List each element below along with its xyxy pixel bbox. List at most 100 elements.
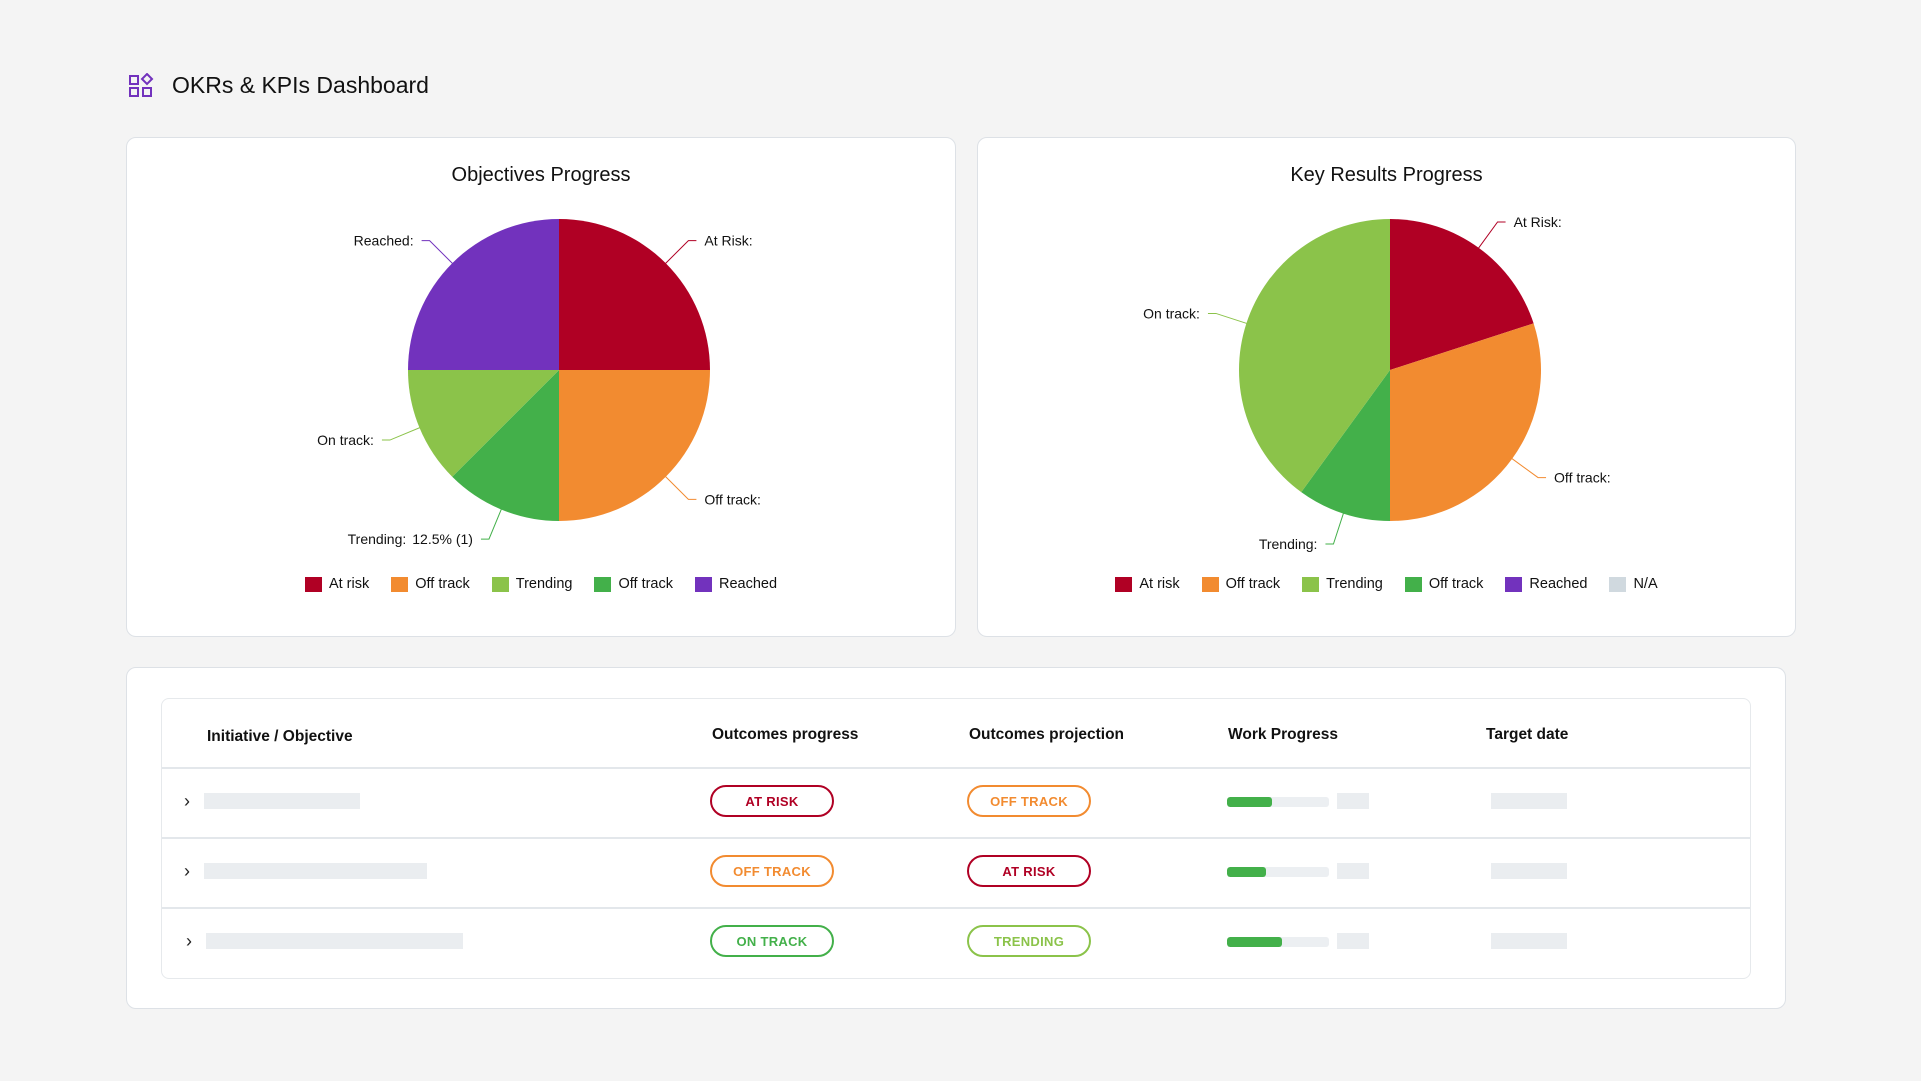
work-progress-fill <box>1227 867 1266 877</box>
legend-item[interactable]: Trending <box>1302 576 1383 592</box>
slice-label-name: Trending: <box>1259 536 1318 552</box>
column-header-initiative[interactable]: Initiative / Objective <box>207 728 353 745</box>
pie-slice-ontrack[interactable] <box>1239 219 1390 493</box>
objectives-pie-chart: At Risk: Off track: Trending: 12.5% (1) On t… <box>317 219 761 547</box>
work-progress-value-placeholder <box>1337 793 1369 809</box>
legend-swatch <box>1404 576 1422 592</box>
table-row[interactable]: › AT RISK OFF TRACK <box>162 767 1750 838</box>
pie-slice-ontrack[interactable] <box>408 370 559 477</box>
pie-slice-atrisk[interactable] <box>559 219 710 370</box>
pie-slice-trending[interactable] <box>452 370 559 521</box>
legend-swatch <box>695 576 712 592</box>
legend-item[interactable]: Reached <box>1505 576 1587 592</box>
legend-swatch <box>391 576 409 592</box>
leader-line <box>1207 312 1249 325</box>
leader-line <box>1477 221 1506 250</box>
legend-label: At risk <box>1139 576 1180 592</box>
dashboard-grid-icon <box>129 72 154 97</box>
slice-label: Off track: <box>1554 470 1611 486</box>
legend-item[interactable]: Off track <box>391 576 470 592</box>
legend-label: Off track <box>415 576 470 592</box>
initiative-name-placeholder <box>204 793 360 809</box>
slice-label-name: Trending: <box>348 531 407 547</box>
slice-label: Off track: <box>704 491 761 507</box>
slice-label-name: On track: <box>1143 305 1200 321</box>
slice-label-name: Off track: <box>704 491 761 507</box>
pie-slice-atrisk[interactable] <box>1390 219 1534 370</box>
column-header-outcomes-progress[interactable]: Outcomes progress <box>712 726 859 743</box>
slice-value-label: 12.5% (1) <box>412 531 473 547</box>
slice-label: At Risk: <box>704 233 752 249</box>
leader-line <box>1510 457 1547 479</box>
initiative-name-placeholder <box>204 863 427 879</box>
legend-label: Off track <box>618 576 673 592</box>
expand-chevron-icon[interactable]: › <box>184 861 190 881</box>
page-header: OKRs & KPIs Dashboard <box>128 72 429 99</box>
legend-swatch <box>491 576 509 592</box>
legend-swatch <box>1302 576 1320 592</box>
leader-line <box>664 475 697 500</box>
legend-item[interactable]: At risk <box>1115 576 1180 592</box>
leader-line <box>1325 511 1345 545</box>
legend-item[interactable]: At risk <box>304 576 369 592</box>
legend-item[interactable]: N/A <box>1609 576 1658 592</box>
leader-line <box>421 240 454 265</box>
legend-item[interactable]: Off track <box>1201 576 1280 592</box>
legend-swatch <box>1115 576 1133 592</box>
slice-label: On track: <box>317 432 374 448</box>
key-results-pie-chart: At Risk: Off track: Trending: On track: <box>1143 214 1611 552</box>
legend-item[interactable]: Off track <box>1404 576 1484 592</box>
slice-label: On track: <box>1143 305 1200 321</box>
expand-chevron-icon[interactable]: › <box>186 931 192 951</box>
leader-line <box>664 240 697 265</box>
pie-slice-reached[interactable] <box>408 219 559 370</box>
target-date-placeholder <box>1491 933 1567 949</box>
work-progress-value-placeholder <box>1337 933 1369 949</box>
work-progress-bar <box>1227 937 1329 947</box>
work-progress-fill <box>1227 797 1272 807</box>
legend-label: Reached <box>719 576 778 592</box>
key-results-progress-card: Key Results Progress At Risk: Off track: T… <box>977 137 1796 637</box>
legend-swatch <box>304 576 322 592</box>
outcomes-projection-badge: AT RISK <box>967 855 1091 887</box>
legend-swatch <box>1201 576 1219 592</box>
chart-legend: At risk Off track Trending Off track Reached… <box>978 576 1795 592</box>
slice-label-name: Off track: <box>1554 470 1611 486</box>
work-progress-bar <box>1227 867 1329 877</box>
pie-slice-trending[interactable] <box>1301 370 1390 521</box>
slice-label-name: Reached: <box>354 233 414 249</box>
leader-line <box>480 507 503 540</box>
legend-swatch <box>594 576 612 592</box>
table-row[interactable]: › OFF TRACK AT RISK <box>162 837 1750 908</box>
slice-label: Trending: <box>1259 536 1318 552</box>
expand-chevron-icon[interactable]: › <box>184 791 190 811</box>
column-header-outcomes-projection[interactable]: Outcomes projection <box>969 726 1125 743</box>
legend-item[interactable]: Trending <box>491 576 573 592</box>
legend-label: Reached <box>1529 576 1588 592</box>
legend-label: Trending <box>515 576 573 592</box>
outcomes-projection-badge: OFF TRACK <box>967 785 1091 817</box>
slice-label: Reached: <box>354 233 414 249</box>
leader-line <box>381 426 422 441</box>
legend-label: Trending <box>1326 576 1383 592</box>
work-progress-fill <box>1227 937 1283 947</box>
initiatives-table: Initiative / Objective Outcomes progress… <box>161 698 1751 979</box>
objectives-progress-card: Objectives Progress At Risk: Off track: Tr… <box>126 137 956 637</box>
legend-item[interactable]: Off track <box>594 576 673 592</box>
legend-label: N/A <box>1633 576 1658 592</box>
column-header-target-date[interactable]: Target date <box>1486 726 1569 743</box>
outcomes-progress-badge: OFF TRACK <box>710 855 834 887</box>
work-progress-bar <box>1227 797 1329 807</box>
legend-label: Off track <box>1428 576 1484 592</box>
column-header-work-progress[interactable]: Work Progress <box>1228 726 1338 743</box>
pie-slice-offtrack[interactable] <box>1390 323 1541 521</box>
legend-item[interactable]: Reached <box>695 576 777 592</box>
outcomes-progress-badge: ON TRACK <box>710 925 834 957</box>
table-row[interactable]: › ON TRACK TRENDING <box>162 907 1750 978</box>
target-date-placeholder <box>1491 793 1567 809</box>
slice-label-name: At Risk: <box>704 233 752 249</box>
chart-title: Objectives Progress <box>451 164 631 186</box>
pie-slice-offtrack[interactable] <box>559 370 710 521</box>
slice-label: At Risk: <box>1514 214 1562 230</box>
work-progress-value-placeholder <box>1337 863 1369 879</box>
